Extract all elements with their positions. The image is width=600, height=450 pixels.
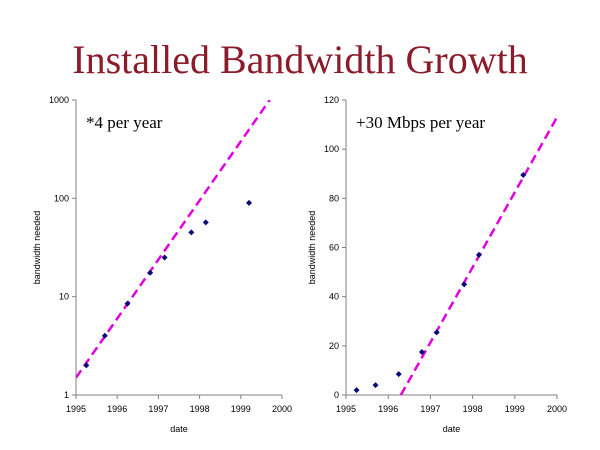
chart-linear-scale: 1995 1996 1997 1998 1999 2000 0 20 40 60 80 100 120 d…	[307, 95, 567, 434]
y-tick-label: 100	[324, 144, 339, 154]
x-tick-label: 1995	[66, 404, 86, 414]
x-tick-label: 1997	[420, 404, 440, 414]
x-tick-label: 1999	[231, 404, 251, 414]
x-tick-label: 1996	[107, 404, 127, 414]
y-axis-label: bandwidth needed	[307, 211, 317, 285]
data-point	[395, 371, 402, 378]
data-point	[461, 281, 468, 288]
data-point	[475, 251, 482, 258]
x-tick-label: 1996	[378, 404, 398, 414]
y-tick-label: 10	[59, 292, 69, 302]
data-point	[520, 171, 527, 178]
x-tick-label: 2000	[547, 404, 567, 414]
x-tick-label: 1997	[148, 404, 168, 414]
growth-annotation: +30 Mbps per year	[356, 113, 485, 132]
data-point	[161, 254, 168, 261]
y-tick-label: 1000	[49, 95, 69, 105]
growth-annotation: *4 per year	[86, 113, 163, 132]
y-tick-label: 40	[329, 292, 339, 302]
data-point	[188, 229, 195, 236]
slide-title: Installed Bandwidth Growth	[72, 37, 528, 82]
data-point	[202, 219, 209, 226]
data-point	[433, 329, 440, 336]
y-tick-label: 120	[324, 95, 339, 105]
trend-fit-line	[76, 100, 271, 379]
x-axis-label: date	[443, 424, 461, 434]
x-tick-label: 2000	[272, 404, 292, 414]
y-tick-label: 100	[54, 193, 69, 203]
x-tick-label: 1998	[190, 404, 210, 414]
y-tick-label: 20	[329, 341, 339, 351]
y-tick-label: 0	[334, 390, 339, 400]
data-point	[353, 387, 360, 394]
data-point	[124, 300, 131, 307]
y-tick-label: 60	[329, 243, 339, 253]
data-point	[246, 199, 253, 206]
data-point	[372, 382, 379, 389]
chart-log-scale: 1995 1996 1997 1998 1999 2000 1 10 100 1000 date ba…	[32, 95, 292, 434]
y-tick-label: 80	[329, 193, 339, 203]
x-tick-label: 1998	[463, 404, 483, 414]
y-axis-label: bandwidth needed	[32, 211, 42, 285]
y-tick-label: 1	[64, 390, 69, 400]
x-tick-label: 1995	[336, 404, 356, 414]
data-point	[147, 269, 154, 276]
x-tick-label: 1999	[505, 404, 525, 414]
data-point	[83, 362, 90, 369]
x-axis-label: date	[170, 424, 188, 434]
data-point	[101, 332, 108, 339]
data-point	[418, 348, 425, 355]
